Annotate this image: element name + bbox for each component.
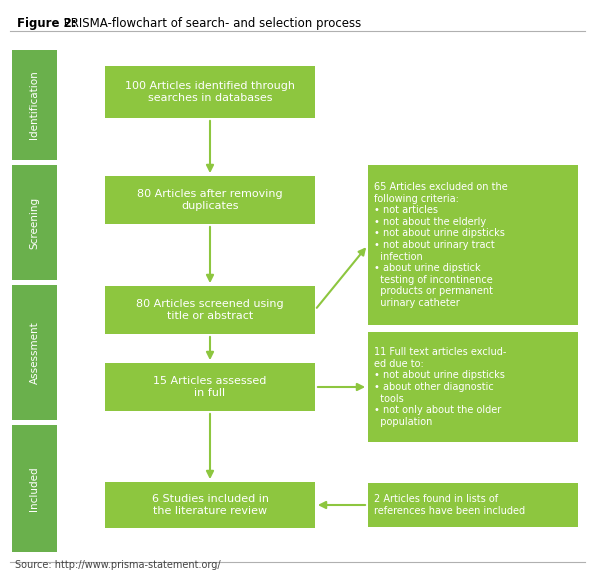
- FancyBboxPatch shape: [105, 482, 315, 528]
- Text: Figure 2:: Figure 2:: [17, 17, 77, 30]
- FancyBboxPatch shape: [105, 66, 315, 118]
- Text: 80 Articles after removing
duplicates: 80 Articles after removing duplicates: [137, 189, 283, 211]
- FancyBboxPatch shape: [105, 363, 315, 411]
- Text: 100 Articles identified through
searches in databases: 100 Articles identified through searches…: [125, 81, 295, 103]
- FancyBboxPatch shape: [105, 286, 315, 334]
- Text: 65 Articles excluded on the
following criteria:
• not articles
• not about the e: 65 Articles excluded on the following cr…: [374, 182, 508, 308]
- FancyBboxPatch shape: [12, 425, 57, 552]
- FancyBboxPatch shape: [368, 165, 578, 325]
- Text: Assessment: Assessment: [30, 321, 39, 384]
- Text: Source: http://www.prisma-statement.org/: Source: http://www.prisma-statement.org/: [15, 560, 221, 570]
- FancyBboxPatch shape: [12, 165, 57, 280]
- Text: 6 Studies included in
the literature review: 6 Studies included in the literature rev…: [152, 494, 268, 516]
- Text: Identification: Identification: [30, 71, 39, 139]
- Text: 11 Full text articles exclud-
ed due to:
• not about urine dipsticks
• about oth: 11 Full text articles exclud- ed due to:…: [374, 347, 506, 427]
- FancyBboxPatch shape: [12, 50, 57, 160]
- FancyBboxPatch shape: [368, 483, 578, 527]
- Text: Included: Included: [30, 466, 39, 511]
- Text: PRISMA-flowchart of search- and selection process: PRISMA-flowchart of search- and selectio…: [60, 17, 361, 30]
- Text: 15 Articles assessed
in full: 15 Articles assessed in full: [154, 376, 267, 398]
- Text: 80 Articles screened using
title or abstract: 80 Articles screened using title or abst…: [136, 299, 284, 321]
- FancyBboxPatch shape: [105, 176, 315, 224]
- FancyBboxPatch shape: [12, 285, 57, 420]
- FancyBboxPatch shape: [368, 332, 578, 442]
- Text: Screening: Screening: [30, 197, 39, 249]
- Text: 2 Articles found in lists of
references have been included: 2 Articles found in lists of references …: [374, 494, 525, 516]
